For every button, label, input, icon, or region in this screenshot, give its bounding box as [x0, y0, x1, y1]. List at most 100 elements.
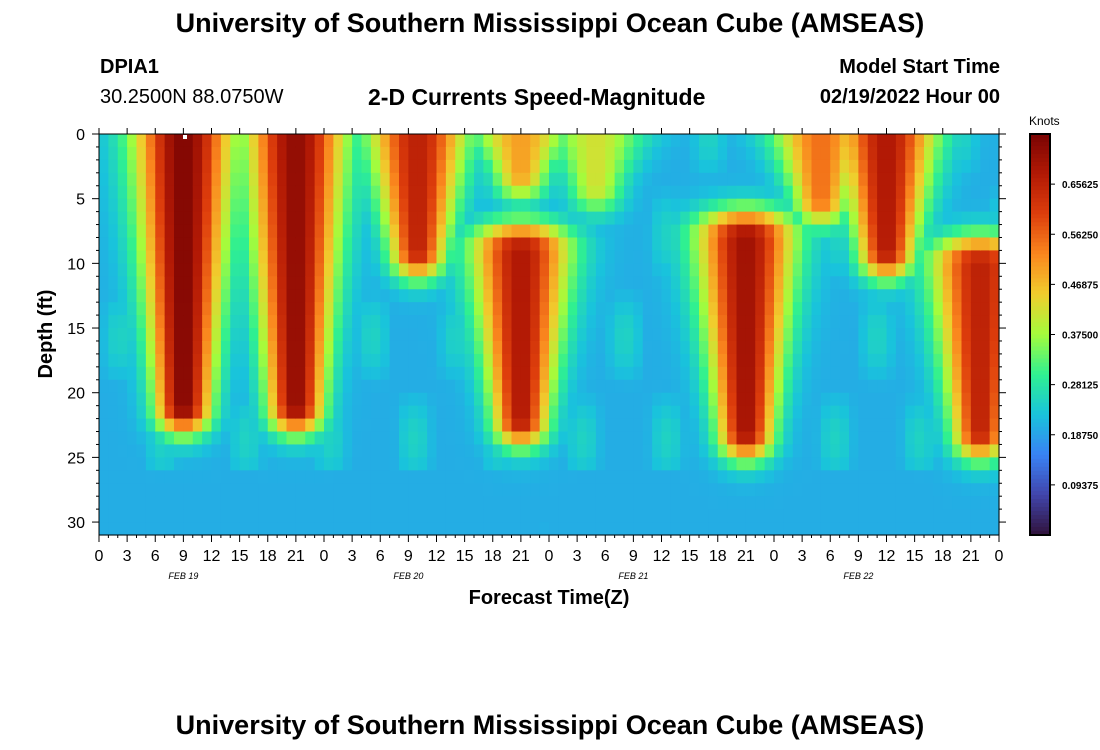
heatmap-cell: [314, 250, 325, 264]
heatmap-cell: [417, 457, 428, 471]
heatmap-cell: [352, 276, 363, 290]
heatmap-cell: [614, 496, 625, 510]
heatmap-cell: [520, 418, 531, 433]
heatmap-cell: [586, 483, 597, 497]
heatmap-cell: [905, 366, 916, 381]
heatmap-cell: [361, 328, 372, 342]
heatmap-cell: [727, 315, 738, 329]
heatmap-cell: [492, 405, 503, 420]
heatmap-cell: [211, 263, 222, 277]
heatmap-cell: [305, 405, 316, 420]
heatmap-cell: [867, 250, 878, 264]
heatmap-cell: [708, 198, 719, 213]
colorbar-segment: [1030, 170, 1050, 175]
heatmap-cell: [183, 237, 194, 252]
heatmap-cell: [342, 483, 353, 497]
heatmap-cell: [174, 315, 184, 329]
heatmap-cell: [924, 172, 934, 187]
heatmap-cell: [867, 211, 878, 226]
heatmap-cell: [914, 379, 925, 394]
heatmap-cell: [399, 444, 409, 458]
heatmap-cell: [802, 392, 813, 407]
heatmap-cell: [249, 522, 259, 536]
heatmap-cell: [436, 496, 447, 510]
heatmap-cell: [745, 134, 756, 148]
heatmap-cell: [277, 198, 288, 213]
heatmap-cell: [520, 315, 531, 329]
heatmap-cell: [549, 392, 559, 407]
heatmap-cell: [117, 366, 128, 381]
heatmap-cell: [389, 134, 400, 148]
heatmap-cell: [717, 366, 728, 381]
colorbar-segment: [1030, 346, 1050, 352]
heatmap-cell: [595, 340, 606, 355]
heatmap-cell: [305, 431, 316, 446]
heatmap-cell: [286, 496, 297, 510]
heatmap-cell: [436, 405, 447, 420]
heatmap-cell: [755, 224, 766, 239]
heatmap-cell: [933, 483, 944, 497]
heatmap-cell: [802, 379, 813, 394]
heatmap-cell: [624, 353, 634, 368]
heatmap-cell: [942, 159, 953, 174]
heatmap-cell: [520, 328, 531, 342]
heatmap-cell: [286, 159, 297, 174]
heatmap-cell: [99, 340, 109, 355]
heatmap-cell: [108, 379, 119, 394]
heatmap-cell: [614, 405, 625, 420]
heatmap-cell: [595, 379, 606, 394]
heatmap-cell: [792, 353, 803, 368]
heatmap-cell: [230, 224, 241, 239]
heatmap-cell: [539, 340, 550, 355]
heatmap-cell: [755, 340, 766, 355]
heatmap-cell: [389, 431, 400, 446]
heatmap-cell: [624, 405, 634, 420]
heatmap-cell: [314, 496, 325, 510]
heatmap-cell: [342, 185, 353, 200]
heatmap-cell: [511, 431, 522, 446]
heatmap-cell: [717, 470, 728, 484]
heatmap-cell: [764, 237, 775, 252]
heatmap-cell: [877, 340, 888, 355]
heatmap-cell: [239, 315, 250, 329]
heatmap-cell: [727, 237, 738, 252]
heatmap-cell: [680, 340, 691, 355]
heatmap-cell: [136, 366, 147, 381]
heatmap-cell: [333, 198, 344, 213]
heatmap-cell: [370, 405, 381, 420]
heatmap-cell: [333, 250, 344, 264]
heatmap-cell: [970, 134, 981, 148]
heatmap-cell: [342, 250, 353, 264]
heatmap-cell: [661, 302, 672, 316]
heatmap-cell: [764, 224, 775, 239]
heatmap-cell: [427, 185, 438, 200]
heatmap-cell: [530, 237, 541, 252]
heatmap-cell: [914, 198, 925, 213]
heatmap-cell: [530, 276, 541, 290]
heatmap-cell: [258, 211, 269, 226]
heatmap-cell: [867, 302, 878, 316]
heatmap-cell: [952, 483, 963, 497]
heatmap-cell: [736, 522, 747, 536]
heatmap-cell: [333, 379, 344, 394]
heatmap-cell: [633, 366, 644, 381]
heatmap-cell: [230, 159, 241, 174]
heatmap-cell: [886, 224, 897, 239]
heatmap-cell: [220, 470, 231, 484]
heatmap-cell: [820, 185, 831, 200]
x-tick-label: 9: [854, 548, 863, 565]
heatmap-cell: [942, 457, 953, 471]
heatmap-cell: [670, 392, 681, 407]
heatmap-cell: [417, 328, 428, 342]
heatmap-cell: [483, 185, 494, 200]
heatmap-cell: [145, 315, 156, 329]
heatmap-cell: [605, 302, 616, 316]
heatmap-cell: [989, 315, 1000, 329]
heatmap-cell: [624, 315, 634, 329]
heatmap-cell: [774, 302, 784, 316]
heatmap-cell: [595, 211, 606, 226]
heatmap-cell: [736, 496, 747, 510]
heatmap-cell: [333, 483, 344, 497]
heatmap-cell: [624, 289, 634, 303]
heatmap-cell: [239, 522, 250, 536]
